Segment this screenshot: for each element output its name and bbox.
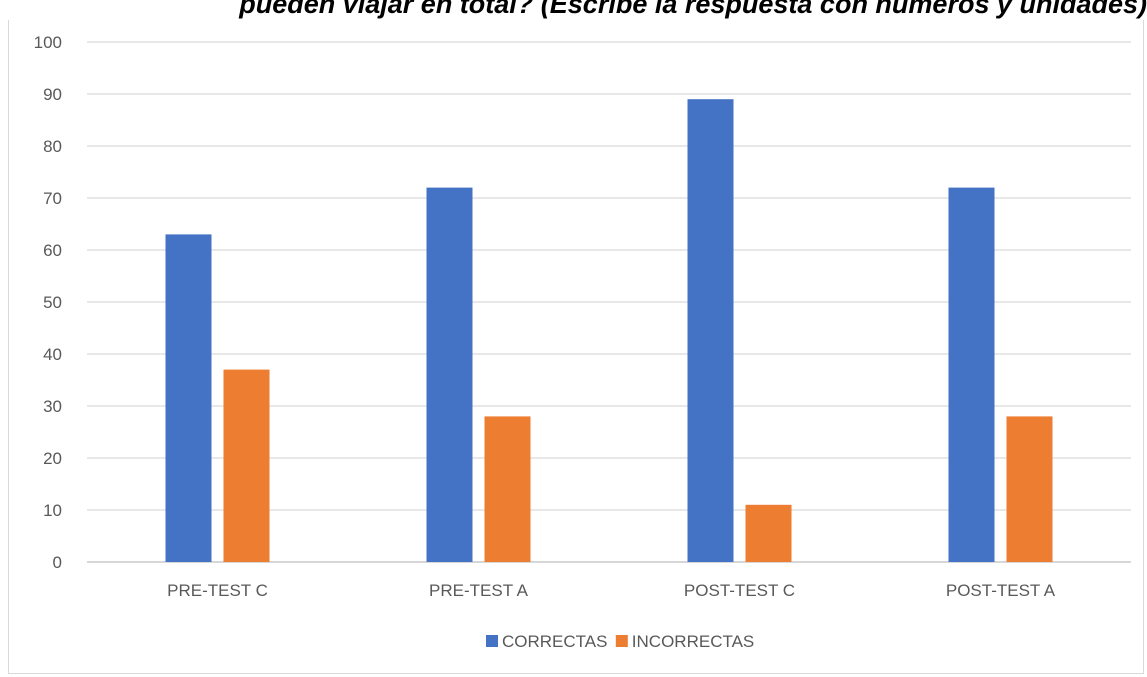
y-tick-label: 80 bbox=[43, 137, 62, 156]
y-tick-label: 60 bbox=[43, 241, 62, 260]
y-tick-label: 0 bbox=[53, 553, 62, 572]
legend-swatch-incorrectas bbox=[615, 635, 628, 647]
y-tick-label: 20 bbox=[43, 449, 62, 468]
bar-incorrectas-pre-test-c bbox=[223, 369, 270, 562]
y-tick-label: 30 bbox=[43, 397, 62, 416]
x-tick-label: PRE-TEST C bbox=[167, 581, 268, 600]
bar-correctas-post-test-c bbox=[687, 99, 734, 562]
y-tick-label: 50 bbox=[43, 293, 62, 312]
bar-incorrectas-post-test-c bbox=[745, 504, 792, 562]
bar-incorrectas-post-test-a bbox=[1006, 416, 1053, 562]
y-tick-label: 90 bbox=[43, 85, 62, 104]
x-axis-ticks: PRE-TEST C PRE-TEST A POST-TEST C POST-TEST… bbox=[167, 581, 1056, 600]
y-tick-label: 70 bbox=[43, 189, 62, 208]
y-axis-ticks: 0 10 20 30 40 50 60 70 80 90 100 bbox=[34, 33, 62, 572]
bar-correctas-pre-test-c bbox=[165, 234, 212, 562]
chart-title: pueden viajar en total? (Escribe la resp… bbox=[239, 0, 1147, 19]
legend: CORRECTAS INCORRECTAS bbox=[486, 632, 754, 651]
y-tick-label: 40 bbox=[43, 345, 62, 364]
bar-incorrectas-pre-test-a bbox=[484, 416, 531, 562]
bar-correctas-post-test-a bbox=[948, 187, 995, 562]
bars bbox=[165, 99, 1053, 562]
legend-label-incorrectas: INCORRECTAS bbox=[632, 632, 754, 651]
x-tick-label: POST-TEST C bbox=[684, 581, 795, 600]
x-tick-label: POST-TEST A bbox=[946, 581, 1056, 600]
y-tick-label: 10 bbox=[43, 501, 62, 520]
bar-correctas-pre-test-a bbox=[426, 187, 473, 562]
legend-label-correctas: CORRECTAS bbox=[502, 632, 607, 651]
x-tick-label: PRE-TEST A bbox=[429, 581, 529, 600]
legend-swatch-correctas bbox=[486, 635, 498, 647]
y-tick-label: 100 bbox=[34, 33, 62, 52]
